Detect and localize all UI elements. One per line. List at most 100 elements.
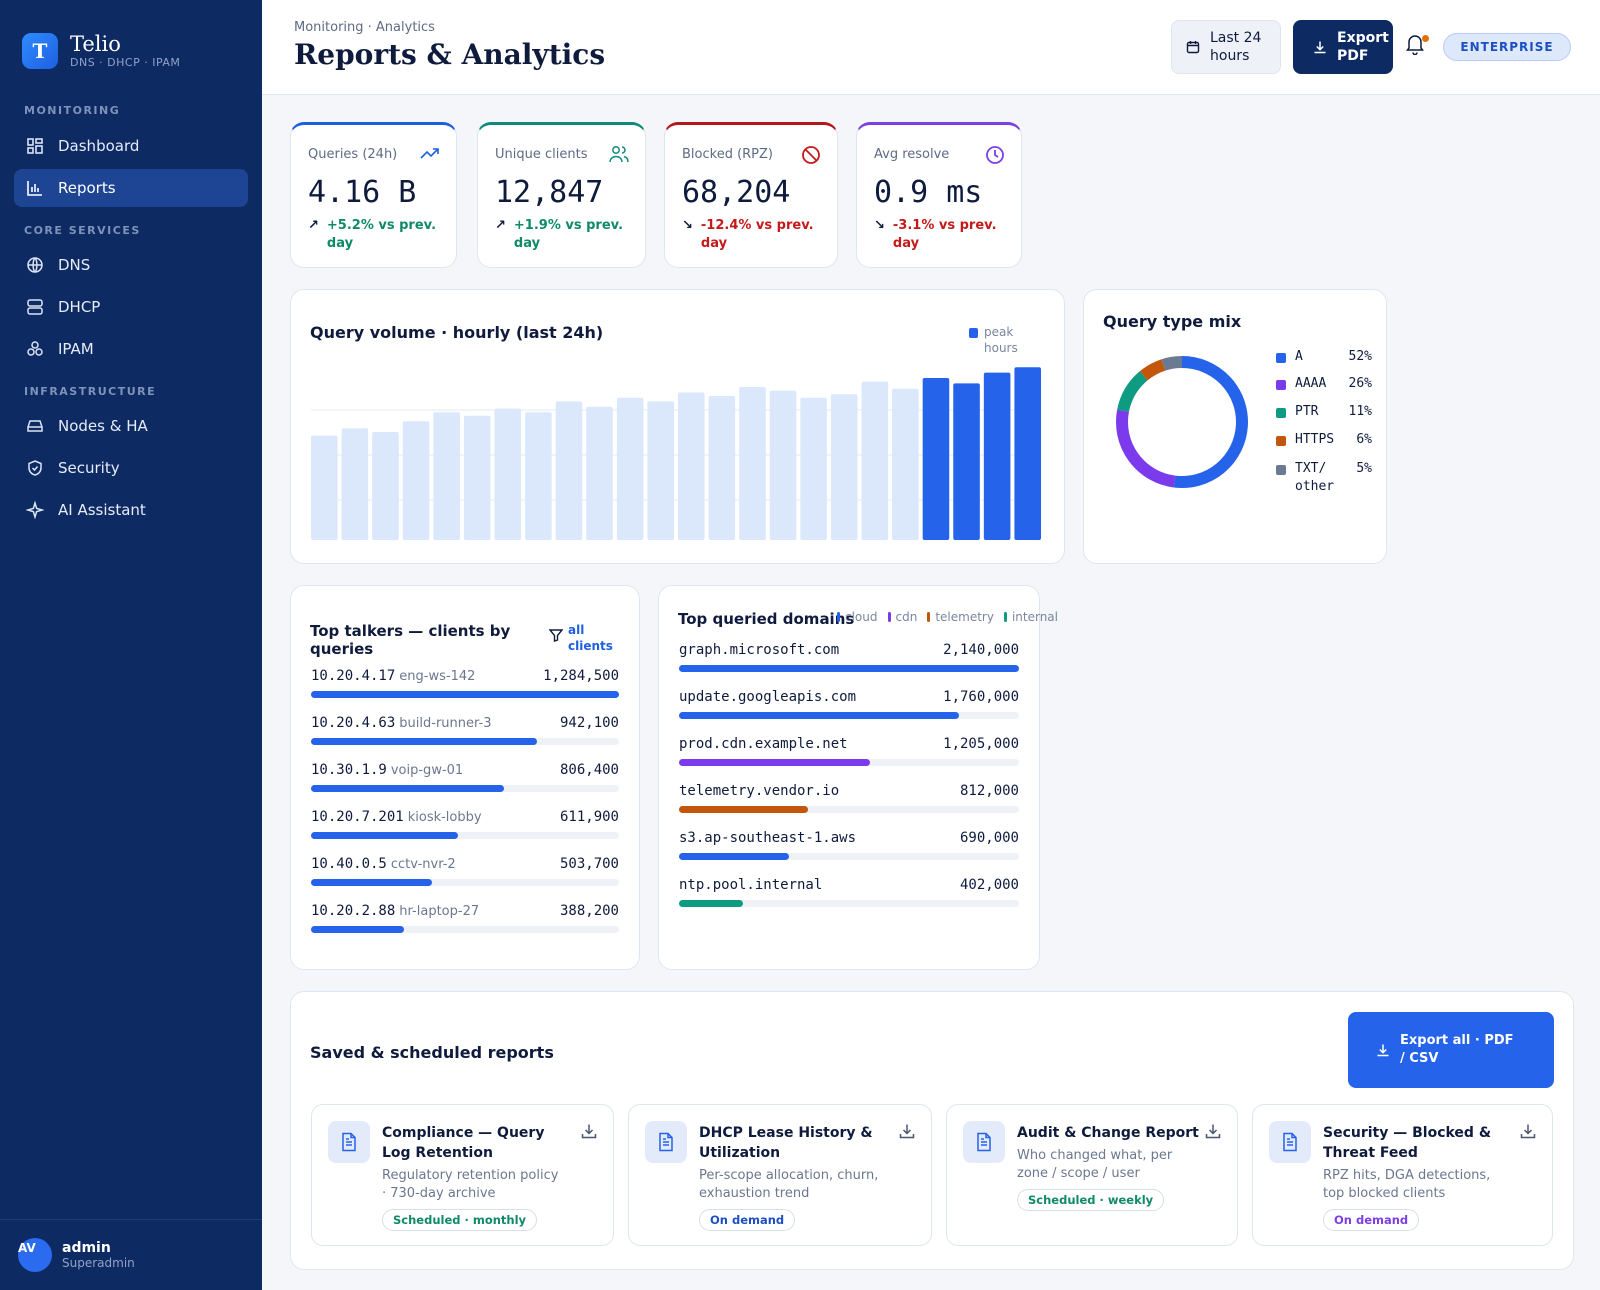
volume-bar[interactable] bbox=[800, 397, 827, 540]
sidebar-item-label: Nodes & HA bbox=[58, 417, 148, 435]
volume-bar[interactable] bbox=[708, 396, 736, 540]
volume-bar[interactable] bbox=[647, 401, 674, 540]
report-schedule-badge: Scheduled · monthly bbox=[382, 1209, 538, 1231]
kpi-delta-text: +5.2% vs prev. day bbox=[326, 218, 437, 251]
kpi-card-unique-clients[interactable]: Unique clients 12,847 ↗ +1.9% vs prev. da… bbox=[477, 122, 646, 268]
client-host: hr-laptop-27 bbox=[399, 904, 480, 919]
report-description: Who changed what, per zone / scope / use… bbox=[1017, 1148, 1173, 1181]
kpi-delta: ↘ -12.4% vs prev. day bbox=[682, 217, 822, 253]
table-row[interactable]: 10.20.7.201 kiosk-lobby 611,900 bbox=[311, 809, 619, 839]
sidebar-item-ai-assistant[interactable]: AI Assistant bbox=[14, 491, 248, 529]
users-icon bbox=[609, 146, 629, 163]
sidebar-item-security[interactable]: Security bbox=[14, 449, 248, 487]
volume-bar[interactable] bbox=[892, 388, 919, 540]
legend-swatch bbox=[1276, 465, 1286, 475]
kpi-card-avg-resolve[interactable]: Avg resolve 0.9 ms ↘ -3.1% vs prev. day bbox=[856, 122, 1022, 268]
user-name: admin bbox=[62, 1240, 111, 1256]
arrow-down-right-icon: ↘ bbox=[874, 218, 885, 233]
export-all-label: Export all · PDF / CSV bbox=[1400, 1033, 1514, 1066]
report-description: RPZ hits, DGA detections, top blocked cl… bbox=[1323, 1168, 1491, 1201]
volume-bar[interactable] bbox=[678, 392, 705, 540]
volume-bar[interactable] bbox=[983, 372, 1011, 540]
donut-slice[interactable] bbox=[1161, 356, 1183, 371]
volume-bar[interactable] bbox=[739, 387, 766, 540]
legend-label: A bbox=[1295, 349, 1303, 364]
brand[interactable]: T Telio DNS · DHCP · IPAM bbox=[22, 32, 180, 69]
volume-bar[interactable] bbox=[341, 428, 369, 540]
donut-slice[interactable] bbox=[1139, 359, 1166, 381]
kpi-card-queries[interactable]: Queries (24h) 4.16 B ↗ +5.2% vs prev. day bbox=[290, 122, 457, 268]
volume-bar[interactable] bbox=[586, 406, 613, 540]
sidebar-item-dhcp[interactable]: DHCP bbox=[14, 288, 248, 326]
volume-bar[interactable] bbox=[922, 378, 950, 540]
bar-track bbox=[311, 926, 619, 933]
top-talkers-title: Top talkers — clients by queries bbox=[310, 622, 511, 658]
volume-bar[interactable] bbox=[372, 432, 399, 540]
client-ip: 10.20.2.88 bbox=[311, 903, 396, 919]
volume-bar[interactable] bbox=[311, 435, 338, 540]
table-row[interactable]: 10.30.1.9 voip-gw-01 806,400 bbox=[311, 762, 619, 792]
volume-bar[interactable] bbox=[953, 383, 980, 540]
report-card-security[interactable]: Security — Blocked & Threat Feed RPZ hit… bbox=[1252, 1104, 1553, 1246]
donut-slice[interactable] bbox=[1117, 371, 1148, 413]
volume-bar[interactable] bbox=[555, 401, 583, 540]
client-host: eng-ws-142 bbox=[399, 669, 476, 684]
table-row[interactable]: s3.ap-southeast-1.aws 690,000 bbox=[679, 830, 1019, 860]
filter-icon[interactable] bbox=[549, 628, 563, 642]
volume-bar[interactable] bbox=[616, 397, 644, 540]
legend-label: HTTPS bbox=[1295, 432, 1335, 447]
volume-bar[interactable] bbox=[433, 412, 460, 540]
volume-bar[interactable] bbox=[494, 408, 522, 540]
legend-label: internal bbox=[1011, 610, 1058, 624]
volume-bar[interactable] bbox=[525, 412, 552, 540]
export-all-button[interactable]: Export all · PDF / CSV bbox=[1348, 1012, 1554, 1088]
download-icon[interactable] bbox=[1205, 1123, 1221, 1139]
donut-slice[interactable] bbox=[1173, 356, 1248, 488]
legend-label: peak hours bbox=[984, 325, 1018, 355]
volume-bar[interactable] bbox=[861, 381, 889, 540]
user-role: Superadmin bbox=[62, 1256, 135, 1270]
report-card-audit[interactable]: Audit & Change Report Who changed what, … bbox=[946, 1104, 1238, 1246]
domain-name: update.googleapis.com bbox=[679, 689, 857, 705]
table-row[interactable]: update.googleapis.com 1,760,000 bbox=[679, 689, 1019, 719]
nav-section-monitoring: MONITORING bbox=[24, 104, 121, 117]
table-row[interactable]: 10.20.2.88 hr-laptop-27 388,200 bbox=[311, 903, 619, 933]
kpi-delta-text: -12.4% vs prev. day bbox=[700, 218, 814, 251]
sidebar-item-dns[interactable]: DNS bbox=[14, 246, 248, 284]
all-clients-filter[interactable]: all clients bbox=[568, 623, 613, 653]
donut-slice[interactable] bbox=[1116, 409, 1176, 488]
breadcrumb[interactable]: Monitoring · Analytics bbox=[294, 20, 435, 35]
report-card-dhcp-lease[interactable]: DHCP Lease History & Utilization Per-sco… bbox=[628, 1104, 932, 1246]
notification-dot bbox=[1422, 35, 1429, 42]
time-range-button[interactable]: Last 24 hours bbox=[1171, 20, 1281, 74]
download-icon[interactable] bbox=[581, 1123, 597, 1139]
table-row[interactable]: 10.20.4.17 eng-ws-142 1,284,500 bbox=[311, 668, 619, 698]
table-row[interactable]: graph.microsoft.com 2,140,000 bbox=[679, 642, 1019, 672]
user-profile[interactable]: AV admin Superadmin bbox=[0, 1219, 262, 1290]
sidebar-item-reports[interactable]: Reports bbox=[14, 169, 248, 207]
hard-drive-icon bbox=[27, 420, 43, 432]
report-card-compliance[interactable]: Compliance — Query Log Retention Regulat… bbox=[311, 1104, 614, 1246]
volume-bar[interactable] bbox=[769, 390, 797, 540]
sidebar-item-ipam[interactable]: IPAM bbox=[14, 330, 248, 368]
download-icon[interactable] bbox=[899, 1123, 915, 1139]
bell-icon[interactable] bbox=[1405, 33, 1425, 55]
bar-track bbox=[311, 691, 619, 698]
table-row[interactable]: telemetry.vendor.io 812,000 bbox=[679, 783, 1019, 813]
volume-bar[interactable] bbox=[830, 394, 858, 540]
sidebar-item-nodes-ha[interactable]: Nodes & HA bbox=[14, 407, 248, 445]
volume-bar[interactable] bbox=[402, 421, 430, 540]
volume-bar[interactable] bbox=[1014, 367, 1041, 540]
table-row[interactable]: prod.cdn.example.net 1,205,000 bbox=[679, 736, 1019, 766]
table-row[interactable]: 10.40.0.5 cctv-nvr-2 503,700 bbox=[311, 856, 619, 886]
kpi-card-blocked[interactable]: Blocked (RPZ) 68,204 ↘ -12.4% vs prev. da… bbox=[664, 122, 838, 268]
query-volume-chart bbox=[311, 367, 1041, 540]
download-icon[interactable] bbox=[1520, 1123, 1536, 1139]
sidebar-item-dashboard[interactable]: Dashboard bbox=[14, 127, 248, 165]
table-row[interactable]: ntp.pool.internal 402,000 bbox=[679, 877, 1019, 907]
report-title: Audit & Change Report bbox=[1017, 1125, 1199, 1141]
table-row[interactable]: 10.20.4.63 build-runner-3 942,100 bbox=[311, 715, 619, 745]
export-pdf-button[interactable]: Export PDF bbox=[1293, 20, 1393, 74]
volume-bar[interactable] bbox=[463, 415, 491, 540]
bar-chart-icon bbox=[27, 181, 42, 196]
